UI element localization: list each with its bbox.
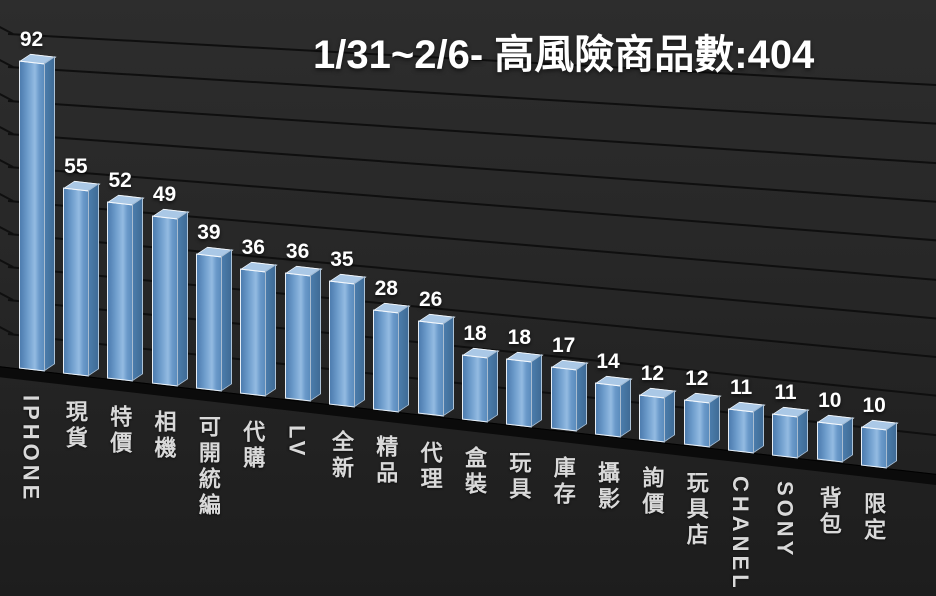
category-label: 全新 — [328, 430, 354, 483]
bar — [195, 253, 222, 392]
bar — [728, 408, 755, 453]
category-label: 特價 — [107, 404, 133, 457]
bar-value-label: 10 — [818, 389, 842, 413]
axis-tick — [0, 158, 14, 169]
bar — [772, 413, 799, 458]
category-label: LV — [284, 425, 310, 460]
category-label: 可開統編 — [195, 415, 221, 520]
bar-value-label: 49 — [152, 182, 177, 206]
bar — [284, 272, 311, 402]
bar — [417, 320, 444, 418]
bar-value-label: 11 — [729, 375, 753, 399]
bar — [639, 394, 666, 443]
bar-value-label: 52 — [108, 168, 132, 192]
axis-tick — [0, 92, 14, 102]
bar-value-label: 10 — [862, 393, 886, 417]
category-label: 庫存 — [550, 455, 576, 508]
bar — [107, 201, 134, 382]
bar — [62, 187, 89, 377]
category-label: 玩具 — [506, 450, 532, 503]
category-label: SONY — [772, 481, 798, 560]
bar — [816, 421, 843, 463]
category-label: IPHONE — [18, 394, 44, 503]
bar-value-label: 28 — [374, 276, 398, 300]
bar-value-label: 36 — [285, 239, 310, 263]
bar-value-label: 35 — [330, 247, 354, 271]
category-label: 背包 — [816, 486, 842, 539]
gridline — [7, 199, 936, 282]
axis-tick — [0, 291, 14, 302]
category-label: 代理 — [417, 440, 443, 493]
axis-tick — [0, 325, 14, 335]
category-label: 詢價 — [639, 466, 665, 519]
bar-value-label: 18 — [463, 321, 487, 345]
category-label: 盒裝 — [462, 445, 487, 498]
bar — [373, 309, 400, 412]
axis-tick — [0, 258, 14, 268]
bar-value-label: 55 — [64, 155, 88, 179]
bar-value-label: 18 — [507, 326, 532, 350]
bar-value-label: 11 — [774, 380, 797, 404]
category-label: 玩具店 — [683, 471, 709, 550]
bar — [151, 215, 178, 387]
bar — [595, 382, 622, 438]
bar — [240, 268, 267, 397]
bar — [550, 366, 577, 433]
category-label: 攝影 — [595, 460, 621, 513]
bar-value-label: 12 — [640, 362, 665, 386]
bar — [861, 426, 888, 468]
bar-value-label: 14 — [596, 350, 620, 374]
category-label: 精品 — [373, 435, 399, 488]
bar-value-label: 39 — [197, 221, 221, 245]
category-label: CHANEL — [728, 476, 754, 592]
gridline — [7, 232, 936, 321]
bar-value-label: 92 — [19, 27, 44, 51]
category-label: 代購 — [240, 420, 266, 473]
axis-tick — [0, 225, 14, 235]
bar-value-label: 17 — [552, 334, 576, 358]
axis-tick — [0, 125, 14, 135]
bar-value-label: 36 — [241, 235, 265, 259]
category-label: 相機 — [151, 409, 177, 462]
bar-value-label: 12 — [685, 367, 709, 391]
axis-tick — [0, 192, 14, 202]
chart-title: 1/31~2/6- 高風險商品數:404 — [313, 33, 815, 77]
gridline — [7, 99, 936, 165]
bar-value-label: 26 — [418, 288, 443, 312]
bar — [328, 280, 355, 407]
category-label: 現貨 — [62, 399, 88, 452]
bar — [18, 60, 45, 372]
bar — [683, 399, 710, 448]
bar — [462, 354, 488, 423]
category-label: 限定 — [861, 491, 887, 544]
axis-tick — [0, 58, 14, 69]
bar — [506, 358, 533, 428]
